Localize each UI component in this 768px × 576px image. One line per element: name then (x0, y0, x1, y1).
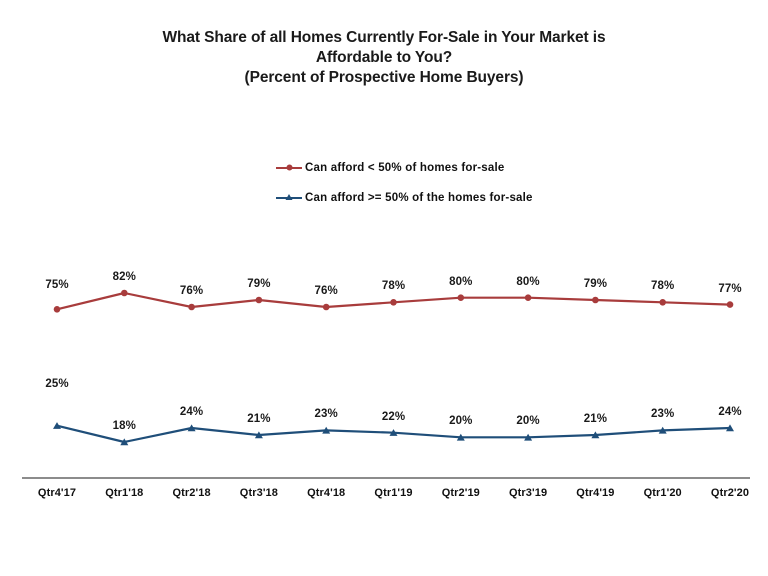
x-axis-tick-labels: Qtr4'17 Qtr1'18 Qtr2'18 Qtr3'18 Qtr4'18 Qtr1'… (0, 487, 768, 507)
data-label-series-1: 77% (718, 282, 742, 295)
series-line-2 (55, 424, 732, 444)
legend-item-series-1: Can afford < 50% of homes for-sale (276, 157, 676, 179)
x-axis-tick-label: Qtr4'18 (307, 487, 346, 499)
data-label-series-1: 76% (314, 285, 338, 297)
data-point-marker (322, 426, 331, 434)
data-label-series-1: 78% (381, 280, 406, 293)
data-point-marker (188, 303, 195, 311)
x-axis-tick-label: Qtr2'20 (710, 487, 750, 499)
x-axis-tick-label: Qtr3'19 (509, 487, 548, 499)
data-label-series-2: 25% (45, 377, 69, 390)
data-point-marker (121, 289, 128, 297)
data-point-marker (389, 429, 398, 436)
data-point-marker (390, 299, 397, 306)
data-label-series-1: 76% (179, 285, 204, 297)
data-label-series-2: 23% (651, 408, 675, 421)
x-axis-tick-label: Qtr2'18 (172, 487, 211, 499)
data-label-series-2: 24% (718, 406, 742, 418)
data-point-marker (457, 294, 465, 302)
chart-title: What Share of all Homes Currently For-Sa… (0, 28, 768, 88)
data-label-series-1: 82% (112, 271, 136, 283)
data-label-series-2: 22% (381, 410, 406, 423)
data-label-series-2: 21% (583, 413, 608, 425)
data-point-marker (726, 301, 734, 308)
chart-title-line-3: (Percent of Prospective Home Buyers) (244, 69, 524, 86)
data-point-marker (658, 426, 667, 434)
data-label-series-1: 79% (247, 278, 271, 290)
x-axis-tick-label: Qtr1'19 (374, 487, 413, 499)
legend-marker-triangle-icon (276, 192, 302, 204)
data-label-series-1: 75% (45, 279, 69, 292)
data-label-series-1: 80% (449, 275, 473, 288)
data-point-marker (524, 294, 532, 302)
data-point-marker (591, 431, 600, 439)
data-point-marker (120, 438, 129, 446)
data-label-series-2: 18% (112, 420, 136, 432)
data-point-marker (524, 433, 533, 441)
data-point-marker (254, 431, 263, 439)
data-label-series-2: 24% (179, 406, 204, 418)
chart-legend: Can afford < 50% of homes for-sale Can a… (276, 157, 676, 217)
chart-title-line-1: What Share of all Homes Currently For-Sa… (162, 29, 606, 46)
x-axis-tick-label: Qtr1'18 (105, 487, 144, 499)
data-point-marker (322, 303, 330, 311)
data-label-series-2: 23% (314, 408, 338, 421)
data-point-marker (187, 424, 196, 432)
legend-item-series-2: Can afford >= 50% of the homes for-sale (276, 187, 676, 209)
data-label-series-2: 20% (449, 415, 473, 428)
chart-title-line-2: Affordable to You? (315, 49, 453, 66)
data-label-series-2: 21% (247, 413, 271, 425)
x-axis-tick-label: Qtr4'19 (576, 487, 615, 499)
data-label-series-1: 80% (516, 275, 540, 288)
data-point-marker (592, 296, 599, 304)
x-axis-line (22, 477, 750, 479)
data-point-marker (53, 306, 61, 313)
legend-label-series-1: Can afford < 50% of homes for-sale (305, 162, 505, 174)
data-label-series-2: 20% (516, 415, 540, 428)
data-label-series-1: 79% (583, 278, 608, 290)
data-point-marker (255, 296, 263, 304)
data-point-marker (659, 299, 666, 306)
x-axis-tick-label: Qtr1'20 (643, 487, 682, 499)
data-label-series-1: 78% (651, 280, 675, 293)
data-point-marker (456, 433, 465, 441)
legend-marker-circle-icon (276, 162, 302, 174)
data-point-marker (726, 424, 734, 432)
x-axis-tick-label: Qtr3'18 (239, 487, 278, 499)
x-axis-tick-label: Qtr4'17 (37, 487, 77, 499)
legend-label-series-2: Can afford >= 50% of the homes for-sale (305, 192, 533, 204)
x-axis-tick-label: Qtr2'19 (441, 487, 480, 499)
data-point-marker (53, 422, 61, 429)
series-line-1 (55, 291, 732, 311)
